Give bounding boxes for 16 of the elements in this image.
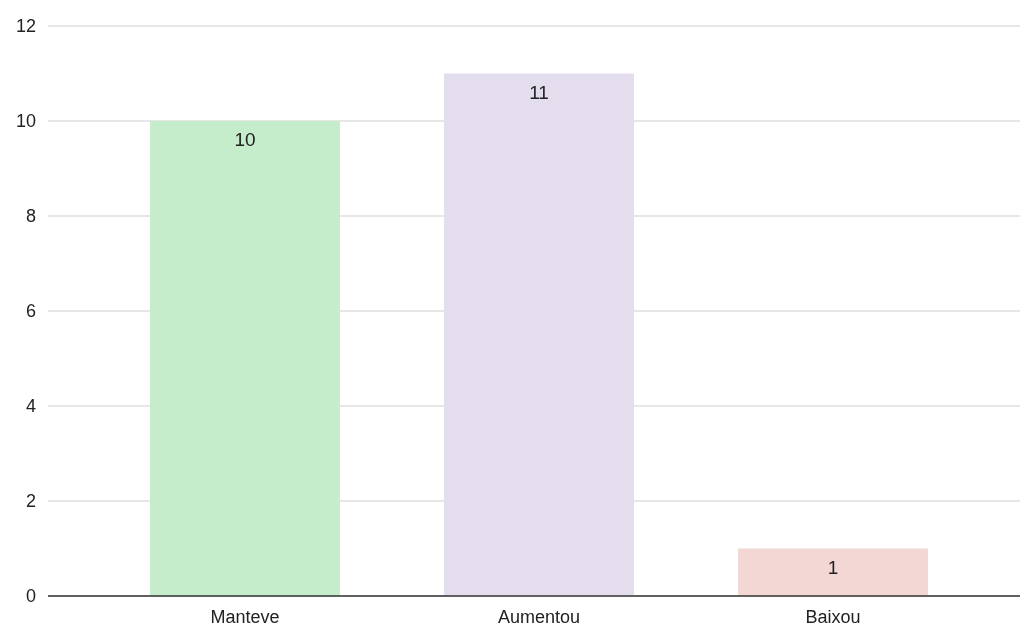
- data-label: 10: [234, 129, 256, 150]
- bar: [150, 121, 340, 596]
- y-tick-label: 0: [25, 586, 36, 607]
- y-tick-label: 4: [25, 396, 36, 417]
- x-tick-label: Baixou: [805, 607, 861, 627]
- y-tick-label: 8: [25, 206, 36, 227]
- y-tick-label: 6: [25, 301, 36, 322]
- bar: [738, 548, 928, 596]
- y-tick-label: 10: [15, 111, 36, 132]
- data-label: 1: [827, 556, 839, 578]
- x-tick-label: Aumentou: [497, 607, 581, 627]
- x-tick-label: Manteve: [210, 607, 280, 627]
- y-tick-label: 2: [25, 491, 36, 512]
- bar: [444, 73, 634, 596]
- data-label: 11: [529, 81, 549, 103]
- y-tick-label: 12: [15, 16, 36, 37]
